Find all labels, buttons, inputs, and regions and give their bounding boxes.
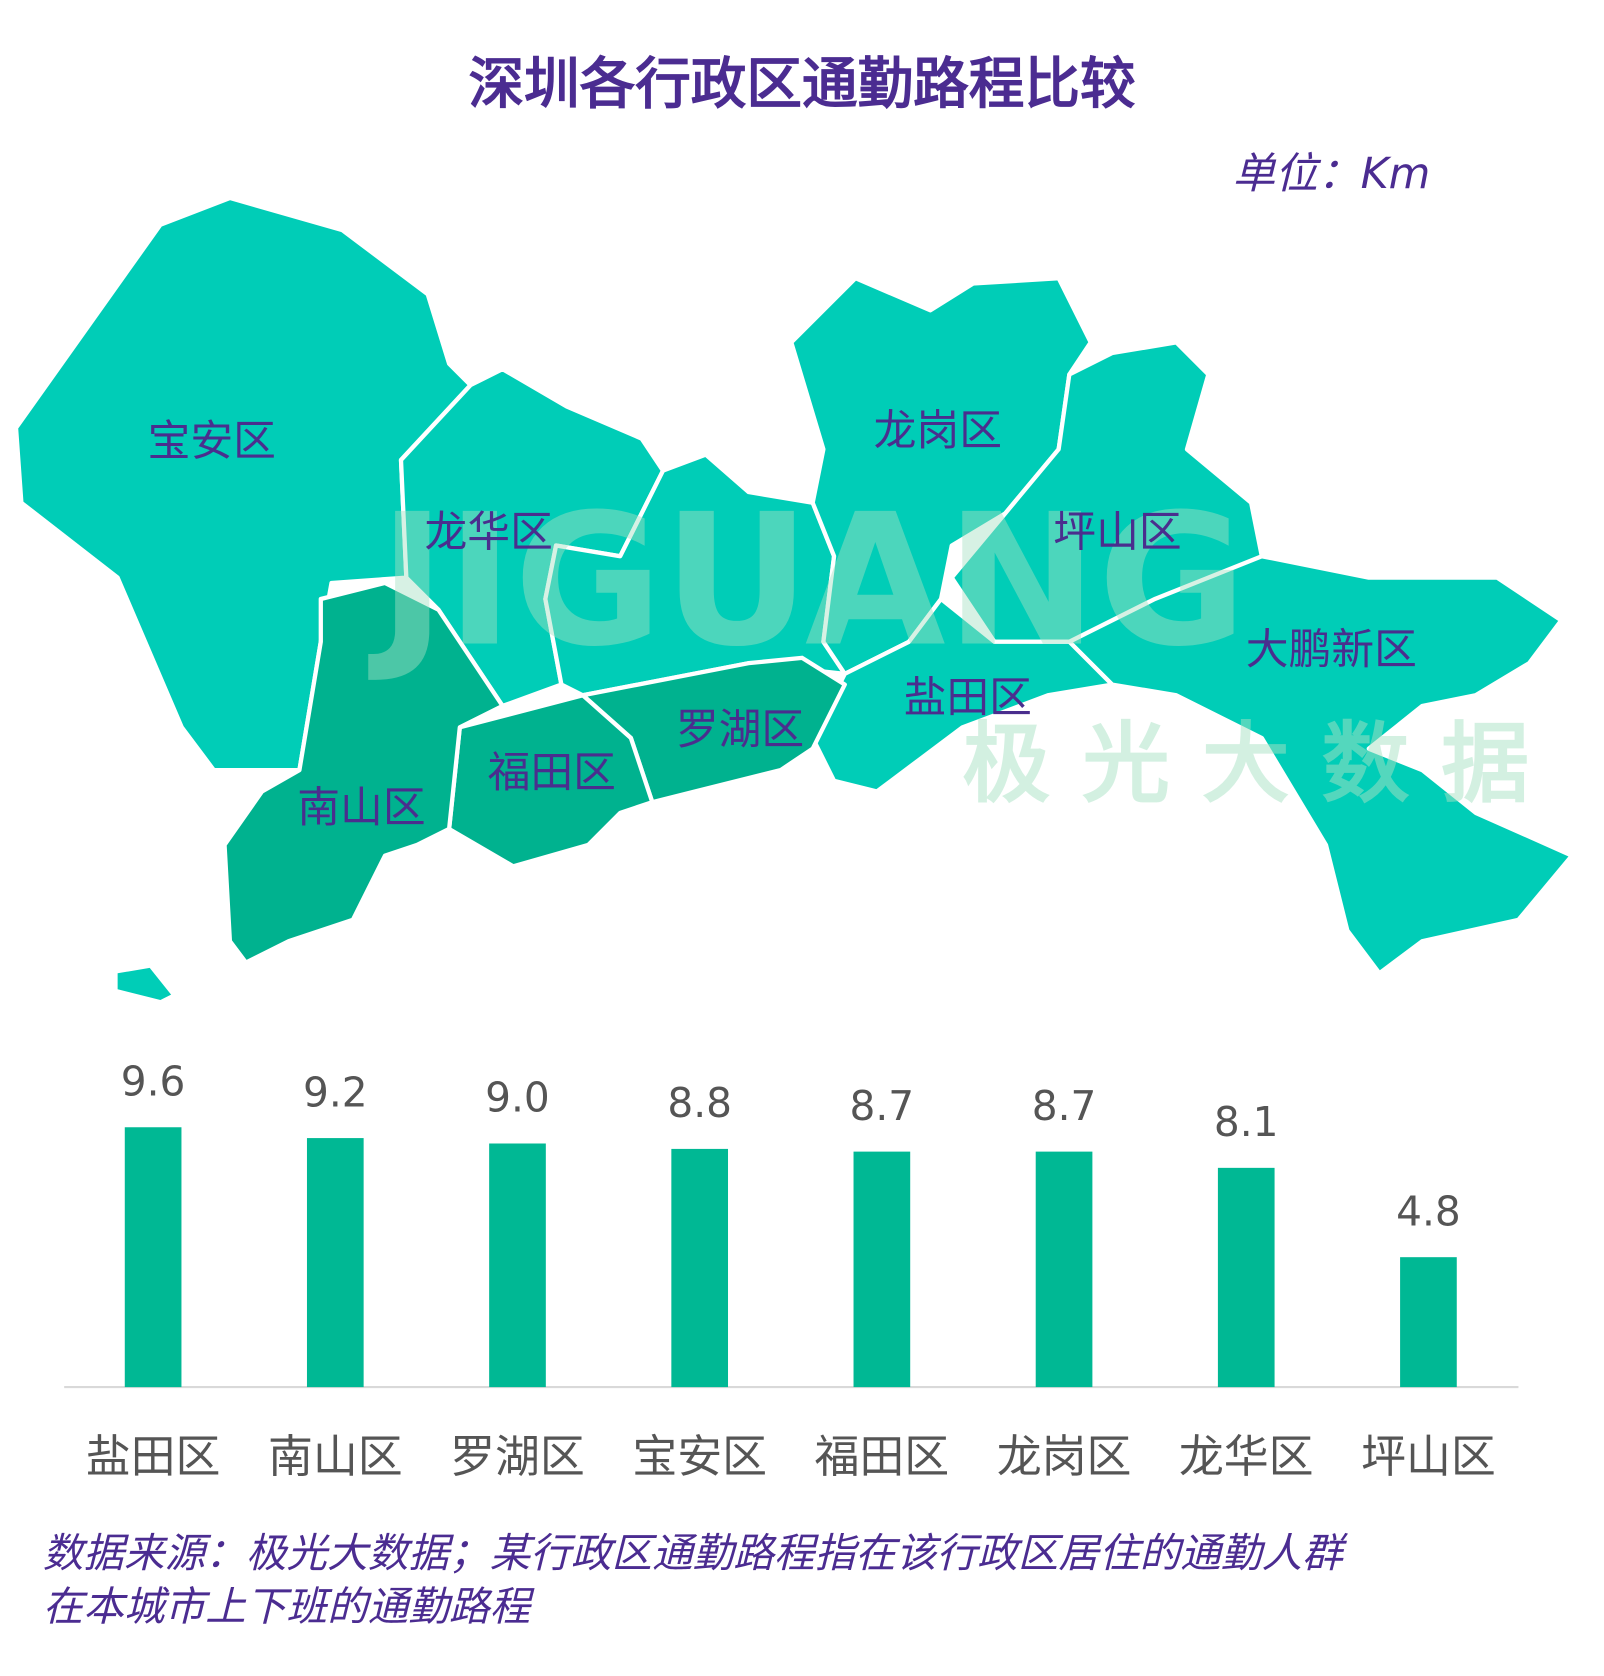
map-label: 龙岗区	[874, 406, 1002, 456]
source: 在本城市上下班的通勤路程	[43, 1583, 535, 1631]
map-label: 南山区	[297, 783, 425, 833]
map-label: 宝安区	[148, 416, 276, 466]
map-label: 坪山区	[1053, 507, 1181, 557]
bar	[1035, 1151, 1093, 1388]
value-label: 8.8	[667, 1079, 732, 1127]
map-label: 盐田区	[904, 673, 1032, 723]
x-tick-label: 盐田区	[86, 1430, 221, 1483]
x-tick-label: 南山区	[268, 1430, 403, 1483]
value-label: 9.2	[303, 1068, 368, 1116]
x-tick-label: 龙华区	[1179, 1430, 1314, 1483]
x-tick-label: 龙岗区	[997, 1430, 1132, 1483]
watermark: JIGUANG	[367, 474, 1246, 686]
bar	[671, 1148, 729, 1388]
island	[117, 967, 172, 1001]
district	[446, 693, 655, 869]
source: 数据来源：极光大数据；某行政区通勤路程指在该行政区居住的通勤人群	[43, 1529, 1348, 1577]
district	[789, 276, 1093, 676]
chart-title: 深圳各行政区通勤路程比较	[468, 52, 1136, 117]
unit: 单位：Km	[1232, 149, 1430, 199]
bar	[124, 1127, 182, 1388]
value-label: 8.7	[850, 1082, 915, 1130]
x-tick-label: 宝安区	[632, 1430, 767, 1483]
x-tick-label: 坪山区	[1361, 1430, 1496, 1483]
value-label: 8.1	[1214, 1098, 1279, 1146]
bar	[853, 1151, 911, 1388]
bar	[1217, 1167, 1275, 1388]
map	[13, 195, 1575, 1001]
value-label: 9.0	[485, 1074, 550, 1122]
bar	[489, 1143, 546, 1388]
district	[810, 596, 1115, 794]
value-label: 4.8	[1396, 1187, 1461, 1235]
district	[1067, 554, 1575, 976]
watermark: 极光大数据	[962, 713, 1561, 815]
map-label: 罗湖区	[676, 705, 804, 755]
x-tick-label: 罗湖区	[450, 1430, 585, 1483]
map-label: 大鹏新区	[1246, 625, 1417, 675]
x-tick-label: 福田区	[815, 1430, 950, 1483]
bar	[1400, 1257, 1457, 1388]
district	[222, 580, 505, 965]
value-label: 9.6	[121, 1057, 186, 1105]
map-label: 福田区	[488, 748, 616, 798]
map-label: 龙华区	[425, 507, 553, 557]
bar	[306, 1138, 364, 1388]
value-label: 8.7	[1032, 1082, 1097, 1130]
